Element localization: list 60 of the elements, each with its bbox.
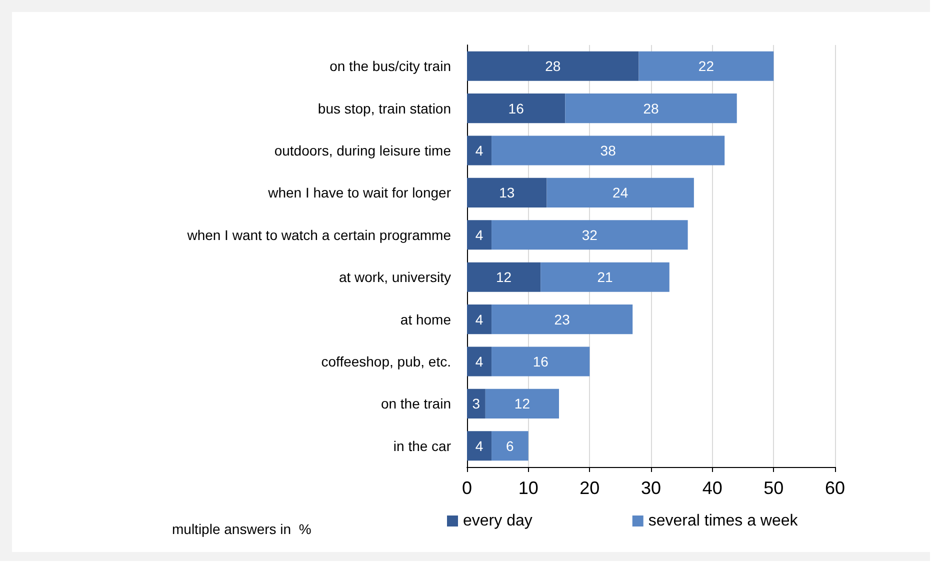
data-label: 16 bbox=[508, 100, 524, 116]
y-tick-label: on the train bbox=[380, 396, 451, 412]
bar bbox=[467, 136, 492, 166]
bar bbox=[485, 388, 559, 418]
data-label: 22 bbox=[698, 58, 714, 74]
x-tick-label: 20 bbox=[580, 478, 600, 498]
x-tick-label: 10 bbox=[518, 478, 538, 498]
data-label: 23 bbox=[554, 311, 570, 328]
y-tick-label: coffeeshop, pub, etc. bbox=[321, 354, 451, 370]
y-tick-label: in the car bbox=[393, 438, 452, 454]
x-tick-label: 40 bbox=[702, 478, 722, 498]
bar bbox=[492, 304, 633, 334]
y-tick-label: bus stop, train station bbox=[318, 100, 451, 116]
data-label: 13 bbox=[499, 184, 515, 201]
legend-label: several times a week bbox=[648, 512, 799, 530]
data-label: 4 bbox=[475, 354, 484, 370]
bar bbox=[546, 178, 694, 208]
data-label: 3 bbox=[472, 396, 480, 412]
x-tick-label: 30 bbox=[640, 478, 662, 498]
legend-label: every day bbox=[463, 512, 532, 530]
x-tick-label: 60 bbox=[824, 478, 846, 498]
bar bbox=[467, 431, 492, 461]
bar bbox=[540, 262, 670, 292]
data-label: 32 bbox=[582, 226, 598, 243]
bar bbox=[467, 94, 566, 124]
bar bbox=[467, 178, 547, 208]
bar bbox=[638, 51, 774, 81]
x-tick-label: 0 bbox=[462, 478, 472, 498]
data-label: 4 bbox=[475, 311, 484, 328]
bar bbox=[492, 220, 688, 250]
bar bbox=[492, 431, 528, 461]
data-label: 6 bbox=[506, 438, 514, 454]
y-tick-label: at work, university bbox=[338, 269, 451, 286]
data-label: 12 bbox=[496, 269, 512, 286]
bar bbox=[467, 262, 541, 292]
bar bbox=[467, 346, 492, 376]
y-tick-label: when I have to wait for longer bbox=[267, 184, 452, 201]
data-label: 28 bbox=[545, 58, 561, 74]
y-tick-label: at home bbox=[400, 311, 452, 328]
bar bbox=[467, 51, 639, 81]
data-label: 28 bbox=[643, 100, 659, 116]
bar bbox=[492, 136, 725, 166]
y-tick-label: on the bus/city train bbox=[330, 58, 451, 74]
data-label: 21 bbox=[597, 269, 613, 286]
y-tick-label: when I want to watch a certain programme bbox=[186, 226, 452, 243]
text: multiple answers in % bbox=[172, 521, 312, 537]
bar bbox=[467, 304, 492, 334]
y-tick-label: outdoors, during leisure time bbox=[274, 142, 452, 158]
bar bbox=[492, 346, 590, 376]
data-label: 4 bbox=[475, 438, 484, 454]
data-label: 4 bbox=[475, 142, 484, 158]
data-label: 16 bbox=[532, 354, 549, 370]
bar bbox=[467, 388, 486, 418]
data-label: 38 bbox=[600, 142, 616, 158]
bar bbox=[565, 94, 737, 124]
x-tick-label: 50 bbox=[764, 478, 784, 498]
data-label: 24 bbox=[612, 184, 628, 201]
data-label: 12 bbox=[514, 396, 530, 412]
data-label: 4 bbox=[475, 226, 484, 243]
bar bbox=[467, 220, 492, 250]
